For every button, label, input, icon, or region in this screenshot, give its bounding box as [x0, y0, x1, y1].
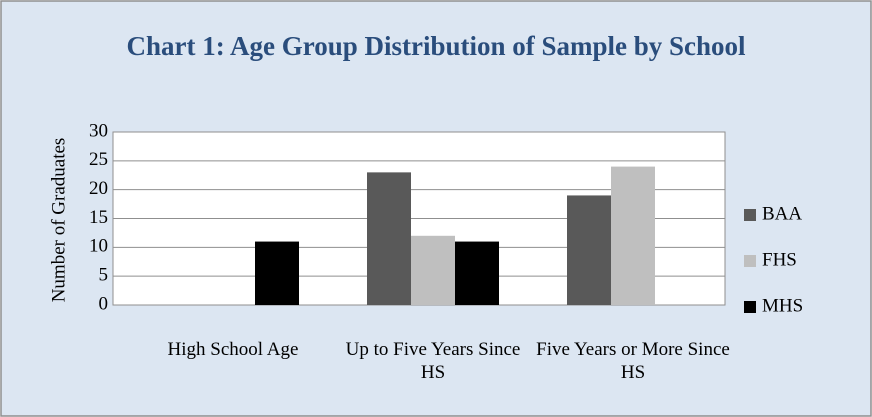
legend-label: MHS [762, 295, 803, 316]
bar [455, 241, 499, 305]
chart-title: Chart 1: Age Group Distribution of Sampl… [126, 31, 746, 61]
y-tick-label: 15 [89, 207, 108, 228]
x-tick-label: High School Age [167, 339, 299, 360]
bar [255, 241, 299, 305]
y-axis-label: Number of Graduates [48, 138, 69, 303]
y-tick-label: 20 [89, 178, 108, 199]
y-tick-label: 10 [89, 236, 108, 257]
legend-swatch [744, 255, 756, 267]
x-tick-label: Five Years or More Since HS [536, 339, 730, 383]
legend-label: BAA [762, 203, 802, 224]
y-tick-label: 0 [99, 293, 109, 314]
bar [411, 235, 455, 305]
x-tick-label: Up to Five Years Since HS [345, 339, 521, 383]
bar [611, 166, 655, 305]
bar [567, 195, 611, 305]
legend-label: FHS [762, 249, 797, 270]
legend-swatch [744, 209, 756, 221]
legend-swatch [744, 301, 756, 313]
y-tick-label: 30 [89, 120, 108, 141]
y-tick-label: 5 [99, 265, 109, 286]
bar [367, 172, 411, 305]
y-tick-label: 25 [89, 149, 108, 170]
